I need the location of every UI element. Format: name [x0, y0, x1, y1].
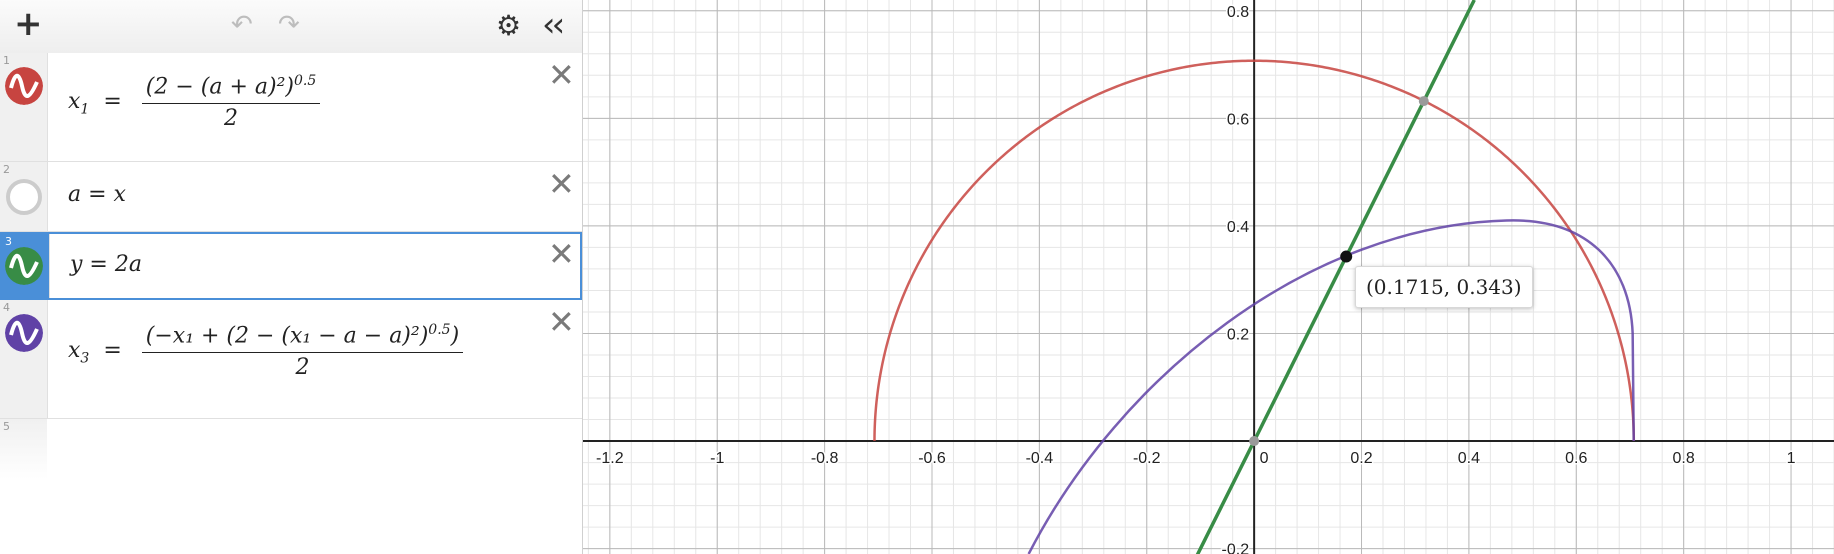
- x-tick-label: -1.2: [596, 450, 624, 467]
- expression-gutter: 3: [2, 234, 50, 298]
- x-tick-label: 0.2: [1350, 450, 1372, 467]
- x-tick-label: -0.8: [811, 450, 839, 467]
- curve-x1-red: [873, 59, 1636, 442]
- point-coordinate-tooltip: (0.1715, 0.343): [1355, 266, 1533, 308]
- expression-number: 3: [5, 235, 12, 248]
- x-tick-label: -0.6: [918, 450, 946, 467]
- y-tick-label: 0.2: [1227, 326, 1249, 343]
- expression-row-1[interactable]: 1 x1 = (2 − (a + a)²)0.5 2 ✕: [0, 53, 582, 162]
- x-tick-label: 0.4: [1458, 450, 1480, 467]
- y-tick-label: 0.6: [1227, 111, 1249, 128]
- expression-number: 1: [3, 54, 10, 67]
- expression-gutter: 2: [0, 162, 48, 231]
- x-tick-label: 0: [1260, 450, 1269, 467]
- close-icon[interactable]: ✕: [548, 56, 575, 94]
- expression-number: 2: [3, 163, 10, 176]
- x-tick-label: -1: [710, 450, 724, 467]
- line-y-2a-green: [1195, 0, 1476, 554]
- expression-number: 4: [3, 301, 10, 314]
- x-tick-label: -0.2: [1133, 450, 1161, 467]
- expression-row-3[interactable]: 3 y = 2a ✕: [0, 232, 582, 300]
- selected-point: [1340, 250, 1353, 263]
- expression-row-2[interactable]: 2 a = x ✕: [0, 162, 582, 232]
- close-icon[interactable]: ✕: [548, 165, 575, 203]
- x-tick-label: -0.4: [1026, 450, 1054, 467]
- expression-list: + ↶ ↷ ⚙ ‹‹ 1 x1 = (2 − (a + a)²)0.5 2 ✕ …: [0, 0, 583, 554]
- x-tick-label: 0.8: [1673, 450, 1695, 467]
- expression-row-4[interactable]: 4 x3 = (−x₁ + (2 − (x₁ − a − a)²)0.5) 2 …: [0, 300, 582, 419]
- expression-math[interactable]: x1 = (2 − (a + a)²)0.5 2: [68, 73, 321, 131]
- y-tick-label: 0.4: [1227, 219, 1249, 236]
- expression-math[interactable]: x3 = (−x₁ + (2 − (x₁ − a − a)²)0.5) 2: [68, 322, 464, 380]
- wave-icon[interactable]: [5, 247, 43, 285]
- y-tick-label: 0.8: [1227, 4, 1249, 21]
- expression-math[interactable]: y = 2a: [70, 252, 142, 277]
- expression-gutter: 1: [0, 53, 48, 161]
- plus-icon[interactable]: +: [14, 4, 43, 44]
- x-tick-label: 0.6: [1565, 450, 1587, 467]
- wave-icon[interactable]: [5, 67, 43, 105]
- intersection-point: [1418, 96, 1429, 107]
- graph-canvas[interactable]: -1.2 -1 -0.8 -0.6 -0.4 -0.2 0 0.2 0.4 0.6 0.8 1 -0.2…: [583, 0, 1834, 554]
- close-icon[interactable]: ✕: [548, 303, 575, 341]
- expression-gutter: 4: [0, 300, 48, 418]
- expression-toolbar: + ↶ ↷ ⚙ ‹‹: [0, 0, 582, 54]
- expression-gutter: 5: [0, 419, 47, 479]
- gear-icon[interactable]: ⚙: [496, 9, 522, 42]
- close-icon[interactable]: ✕: [548, 235, 575, 273]
- expression-math[interactable]: a = x: [68, 182, 126, 207]
- curve-x3-purple: [1027, 219, 1635, 554]
- double-chevron-left-icon[interactable]: ‹‹: [542, 5, 565, 45]
- origin-point: [1249, 436, 1260, 447]
- x-tick-label: 1: [1787, 450, 1796, 467]
- expression-row-5[interactable]: 5: [0, 419, 582, 479]
- hidden-circle-icon[interactable]: [5, 178, 43, 216]
- wave-icon[interactable]: [5, 314, 43, 352]
- undo-icon[interactable]: ↶: [231, 10, 253, 40]
- redo-icon[interactable]: ↷: [278, 10, 300, 40]
- expression-number: 5: [3, 420, 10, 433]
- y-tick-label: -0.2: [1222, 542, 1250, 554]
